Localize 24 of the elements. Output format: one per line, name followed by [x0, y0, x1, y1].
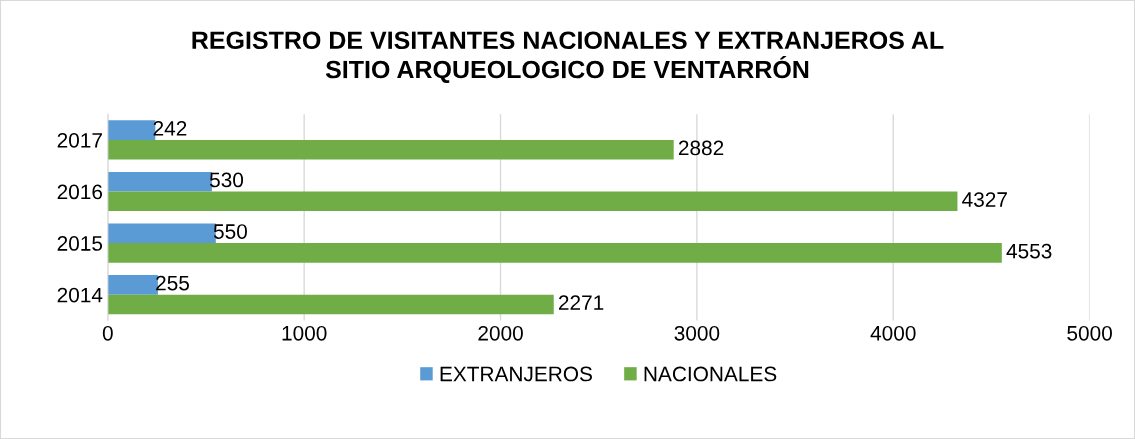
y-tick-label: 2017 — [57, 132, 102, 148]
y-tick-label: 2014 — [57, 287, 103, 303]
bar — [107, 191, 958, 212]
x-tick-label: 5000 — [1067, 325, 1112, 341]
data-label: 2882 — [678, 140, 724, 156]
chart-title: REGISTRO DE VISITANTES NACIONALES Y EXTRANJEROS AL SITIO ARQUEOLOGICO DE VENTARRÓN — [192, 31, 944, 84]
legend-label: EXTRANJEROS — [440, 366, 592, 382]
x-tick-label: 4000 — [870, 325, 916, 341]
legend-label: NACIONALES — [644, 366, 777, 382]
data-label: 4327 — [962, 192, 1007, 207]
x-tick-label: 2000 — [478, 325, 523, 341]
x-tick-label: 0 — [102, 325, 113, 341]
bar — [107, 223, 216, 244]
x-tick-label: 1000 — [282, 325, 327, 341]
bar — [107, 139, 674, 160]
bar — [107, 243, 1002, 263]
bar — [107, 171, 212, 192]
y-tick-label: 2015 — [57, 236, 103, 251]
bar — [107, 294, 554, 315]
y-tick-label: 2016 — [57, 184, 103, 200]
data-label: 2271 — [558, 295, 604, 310]
x-tick-label: 3000 — [674, 325, 720, 341]
bar — [107, 275, 158, 295]
data-label: 4553 — [1006, 243, 1052, 259]
